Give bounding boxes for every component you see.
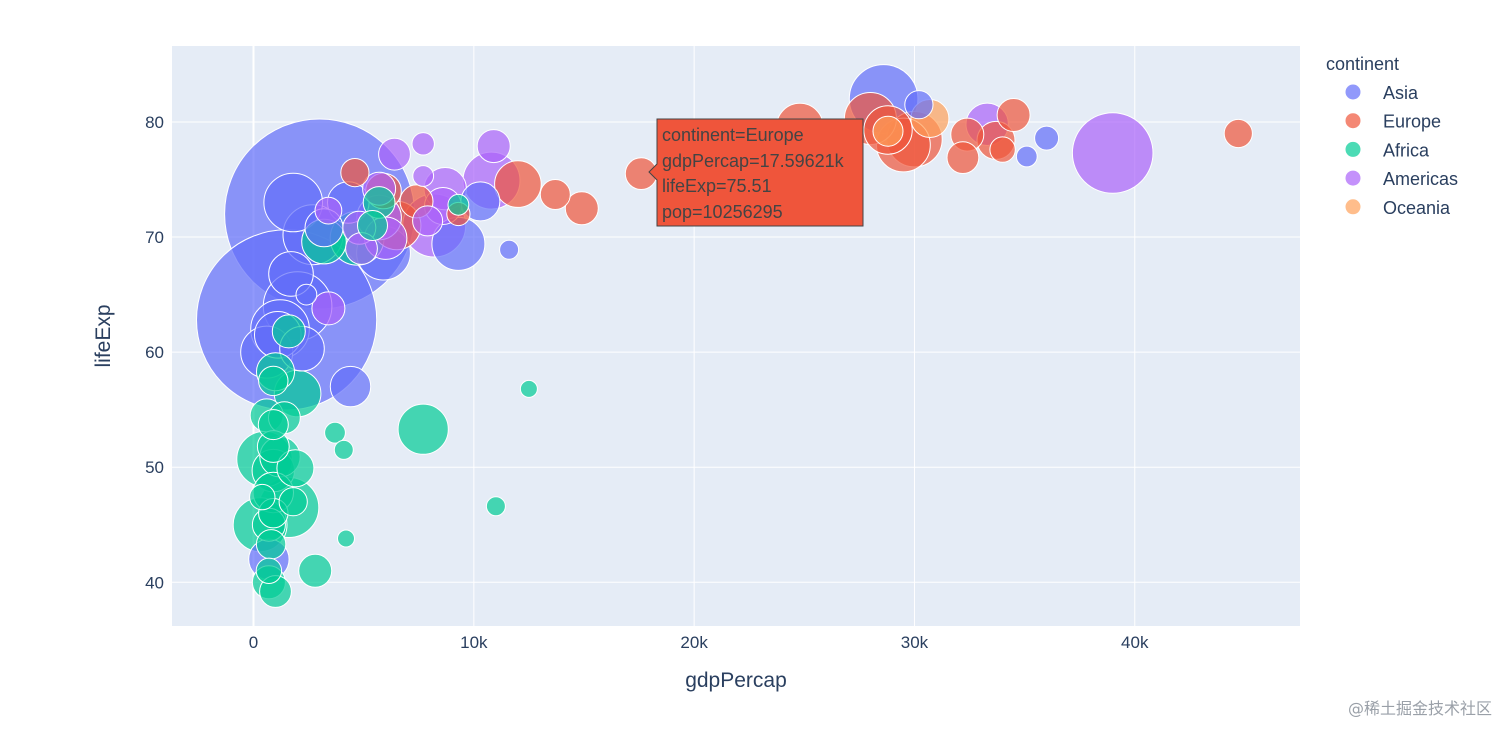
x-axis-ticks: 0 10k 20k 30k 40k [249,633,1149,652]
legend-items: Asia Europe Africa Americas Oceania [1345,83,1458,218]
legend-label-europe[interactable]: Europe [1383,112,1441,132]
bubble-africa[interactable] [298,553,333,588]
bubble-africa[interactable] [271,314,306,349]
x-tick-label: 30k [901,633,929,652]
bubble-africa[interactable] [258,365,289,397]
bubble-africa[interactable] [255,557,283,584]
legend: continent Asia Europe Africa Americas Oceani… [1326,54,1458,218]
bubble-asia[interactable] [499,239,520,260]
bubble-africa[interactable] [519,379,538,398]
legend-title: continent [1326,54,1399,74]
hover-gdp: gdpPercap=17.59621k [662,151,845,171]
x-axis-title: gdpPercap [685,669,787,692]
bubble-europe[interactable] [996,98,1031,132]
x-tick-label: 20k [680,633,708,652]
y-tick-label: 40 [145,573,164,592]
legend-marker-europe [1345,113,1361,129]
y-tick-label: 60 [145,343,164,362]
hover-pop: pop=10256295 [662,202,783,222]
y-tick-label: 50 [145,458,164,477]
bubbles[interactable] [196,64,1253,608]
bubble-europe[interactable] [564,191,599,226]
bubble-oceania[interactable] [872,115,904,147]
bubble-asia[interactable] [329,365,372,408]
bubble-asia[interactable] [904,90,934,120]
x-tick-label: 40k [1121,633,1149,652]
bubble-americas[interactable] [412,205,444,237]
bubble-africa[interactable] [333,439,354,460]
bubble-africa[interactable] [276,449,315,488]
bubble-americas[interactable] [314,196,343,225]
bubble-africa[interactable] [485,496,506,517]
bubble-africa[interactable] [324,421,346,444]
bubble-asia[interactable] [1015,145,1038,168]
y-axis-ticks: 40 50 60 70 80 [145,113,164,592]
bubble-africa[interactable] [257,409,289,441]
legend-label-asia[interactable]: Asia [1383,83,1419,103]
bubble-africa[interactable] [278,487,308,517]
bubble-africa[interactable] [255,529,287,560]
legend-marker-asia [1345,84,1361,100]
x-tick-label: 0 [249,633,258,652]
legend-label-oceania[interactable]: Oceania [1383,198,1451,218]
bubble-europe[interactable] [494,160,542,208]
bubble-asia[interactable] [295,283,318,306]
hover-tooltip-box [648,118,864,227]
bubble-americas[interactable] [411,132,435,156]
bubble-americas[interactable] [412,165,435,187]
y-tick-label: 70 [145,228,164,247]
bubble-europe[interactable] [989,136,1016,163]
bubble-europe[interactable] [946,141,980,175]
legend-marker-americas [1345,170,1361,186]
bubble-europe[interactable] [539,179,571,210]
y-tick-label: 80 [145,113,164,132]
bubble-africa[interactable] [397,403,449,455]
bubble-europe[interactable] [1223,118,1253,149]
bubble-americas[interactable] [476,129,511,164]
bubble-americas[interactable] [311,291,346,326]
bubble-africa[interactable] [249,483,276,511]
bubble-americas[interactable] [1071,112,1154,194]
x-tick-label: 10k [460,633,488,652]
legend-label-africa[interactable]: Africa [1383,140,1430,160]
bubble-asia[interactable] [1034,125,1060,151]
bubble-africa[interactable] [447,193,470,216]
hover-lifeexp: lifeExp=75.51 [662,176,772,196]
hover-continent: continent=Europe [662,125,804,145]
bubble-europe[interactable] [340,158,370,188]
bubble-africa[interactable] [337,529,355,548]
legend-marker-oceania [1345,199,1361,215]
bubble-africa[interactable] [357,210,388,241]
y-axis-title: lifeExp [92,304,115,367]
legend-marker-africa [1345,141,1361,157]
hover-tooltip: continent=Europe gdpPercap=17.59621k lif… [648,118,864,227]
watermark: @稀土掘金技术社区 [1347,699,1492,718]
bubble-americas[interactable] [378,137,411,171]
legend-label-americas[interactable]: Americas [1383,169,1458,189]
